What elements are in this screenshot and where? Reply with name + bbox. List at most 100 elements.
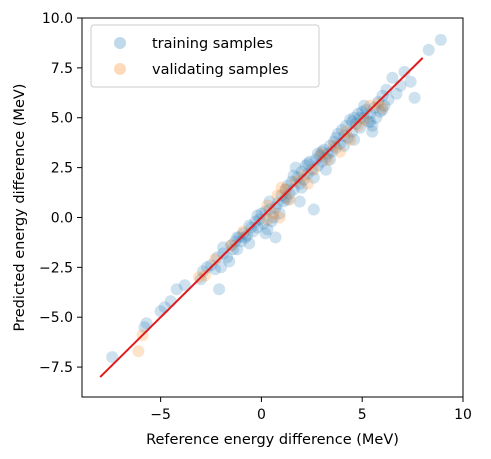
- point-validating-21: [352, 119, 365, 132]
- point-training-71: [330, 141, 342, 154]
- point-training-120: [364, 115, 377, 128]
- y-tick-label: 2.5: [51, 161, 73, 177]
- point-training-63: [313, 149, 326, 162]
- point-training-8: [194, 273, 207, 286]
- point-training-59: [305, 163, 318, 176]
- point-training-60: [307, 171, 320, 184]
- legend-label-training: training samples: [152, 36, 273, 52]
- point-training-42: [271, 197, 284, 210]
- point-training-86: [360, 103, 373, 116]
- point-training-115: [338, 139, 351, 152]
- y-axis-ticks: −7.5 −5.0 −2.5 0.0 2.5 5.0 7.5 10.0: [39, 11, 82, 376]
- point-validating-26: [192, 271, 205, 284]
- point-training-13: [213, 283, 226, 296]
- point-training-94: [376, 89, 389, 102]
- point-validating-13: [301, 177, 314, 190]
- point-training-76: [340, 119, 353, 132]
- point-validating-15: [315, 147, 328, 160]
- point-training-37: [261, 223, 274, 236]
- point-training-21: [231, 243, 244, 256]
- point-training-113: [217, 241, 230, 254]
- point-training-132: [211, 251, 224, 264]
- point-training-118: [279, 183, 292, 196]
- point-training-2: [140, 317, 153, 330]
- point-training-14: [215, 261, 228, 274]
- point-training-112: [243, 237, 256, 250]
- x-tick-label: 5: [358, 407, 367, 423]
- point-training-85: [358, 111, 371, 124]
- point-training-119: [263, 195, 276, 208]
- point-validating-5: [237, 225, 250, 238]
- point-training-128: [324, 153, 336, 166]
- point-training-127: [358, 99, 371, 112]
- point-training-105: [434, 33, 447, 46]
- point-validating-2: [199, 269, 211, 282]
- point-validating-23: [364, 99, 377, 112]
- point-training-124: [287, 169, 300, 182]
- point-validating-9: [279, 183, 292, 196]
- y-axis-label: Predicted energy difference (MeV): [12, 84, 28, 332]
- point-training-48: [283, 187, 296, 200]
- point-validating-18: [334, 145, 346, 158]
- x-tick-label: 10: [454, 407, 472, 423]
- y-tick-label: 7.5: [51, 61, 73, 77]
- point-validating-29: [261, 199, 274, 212]
- point-training-95: [378, 99, 391, 112]
- point-training-69: [326, 145, 338, 158]
- point-training-64: [315, 155, 328, 168]
- point-training-102: [404, 75, 417, 88]
- point-training-129: [311, 147, 324, 160]
- point-training-90: [368, 101, 381, 114]
- point-training-22: [233, 231, 246, 244]
- point-training-103: [408, 91, 421, 104]
- point-validating-10: [283, 193, 296, 206]
- point-training-87: [362, 115, 375, 128]
- point-validating-28: [271, 189, 284, 202]
- point-training-50: [287, 183, 300, 196]
- point-training-89: [366, 119, 379, 132]
- x-axis-label: Reference energy difference (MeV): [146, 432, 399, 448]
- point-training-0: [106, 351, 119, 364]
- y-tick-label: −7.5: [39, 360, 73, 376]
- point-training-121: [376, 103, 389, 116]
- point-training-9: [197, 265, 209, 278]
- y-tick-label: −2.5: [39, 260, 73, 276]
- legend: training samples validating samples: [90, 24, 320, 88]
- point-training-57: [301, 167, 314, 180]
- point-validating-14: [307, 163, 320, 176]
- point-training-130: [281, 193, 294, 206]
- point-training-58: [303, 155, 316, 168]
- plot-frame: [81, 17, 464, 398]
- point-training-25: [239, 231, 252, 244]
- point-training-35: [259, 205, 272, 218]
- point-training-72: [332, 127, 344, 140]
- point-training-109: [348, 133, 361, 146]
- point-training-83: [354, 121, 367, 134]
- point-training-40: [267, 211, 280, 224]
- point-training-88: [364, 107, 377, 120]
- x-axis-ticks: −5 0 5 10: [150, 397, 472, 423]
- y-tick-label: −5.0: [39, 310, 73, 326]
- point-validating-6: [261, 213, 274, 226]
- point-training-44: [275, 189, 288, 202]
- point-training-62: [311, 159, 324, 172]
- point-validating-22: [358, 113, 371, 126]
- point-training-110: [366, 125, 379, 138]
- legend-marker-validating: [114, 63, 126, 75]
- point-training-20: [229, 235, 242, 248]
- point-training-30: [249, 215, 262, 228]
- point-training-107: [307, 203, 320, 216]
- point-training-51: [289, 161, 302, 174]
- point-training-23: [235, 235, 248, 248]
- point-validating-4: [225, 239, 238, 252]
- point-training-70: [328, 135, 340, 148]
- point-training-68: [324, 139, 336, 152]
- point-training-36: [259, 227, 272, 240]
- point-validating-27: [275, 181, 288, 194]
- point-training-96: [380, 83, 393, 96]
- point-training-91: [370, 111, 383, 124]
- point-training-101: [398, 65, 411, 78]
- x-tick-label: −5: [150, 407, 171, 423]
- point-training-24: [237, 227, 250, 240]
- point-validating-11: [289, 175, 302, 188]
